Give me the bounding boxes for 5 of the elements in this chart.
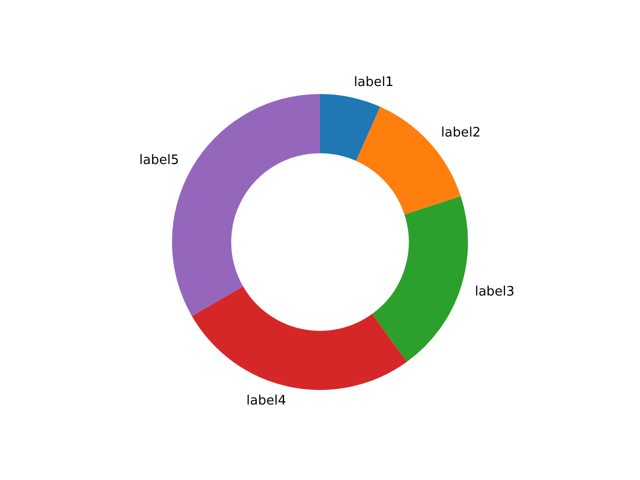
- slice-label: label1: [354, 75, 394, 90]
- slice-label: label3: [474, 284, 515, 300]
- slice-label: label2: [440, 125, 481, 140]
- slice-label: label5: [139, 152, 180, 168]
- slice-label: label4: [246, 394, 286, 409]
